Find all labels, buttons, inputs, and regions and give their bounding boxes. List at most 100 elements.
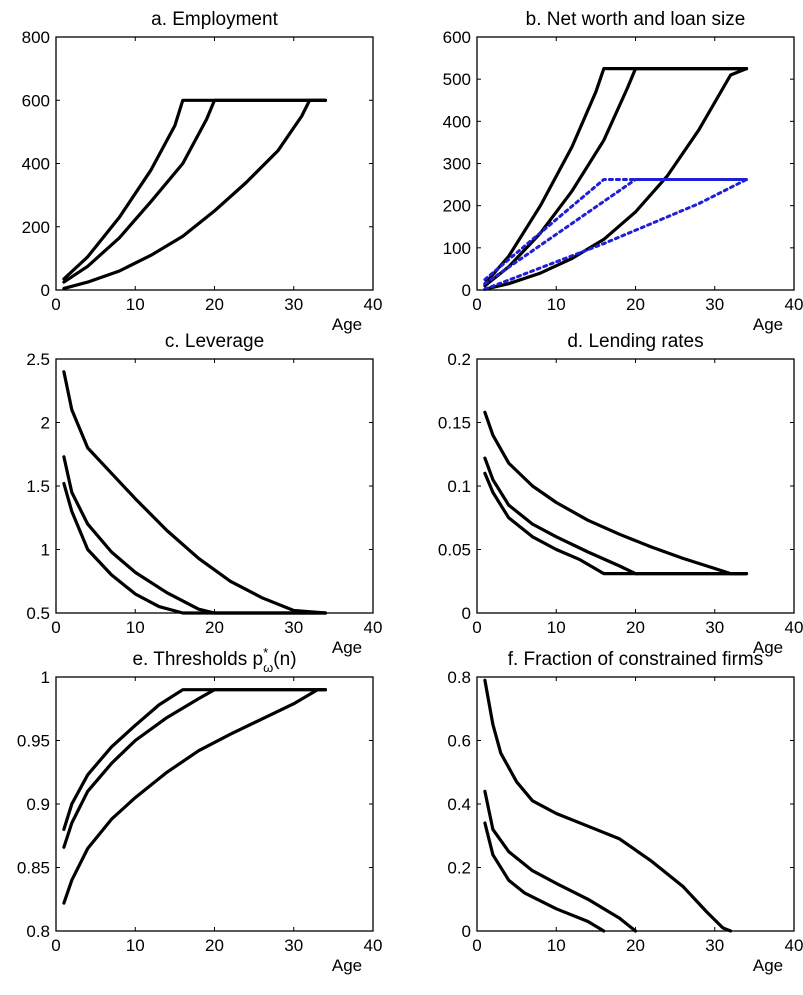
x-tick-label-b: 0 (472, 295, 481, 314)
x-tick-label-e: 0 (51, 936, 60, 955)
series-line-b-5 (483, 178, 748, 286)
x-tick-label-a: 10 (126, 295, 145, 314)
y-tick-label-a: 600 (22, 91, 50, 110)
y-tick-label-c: 1 (41, 541, 50, 560)
y-tick-label-f: 0 (462, 922, 471, 941)
y-tick-label-e: 0.8 (26, 922, 50, 941)
series-line-a-2 (62, 98, 327, 284)
x-tick-label-c: 0 (51, 618, 60, 637)
axes-frame-c (55, 358, 374, 614)
series-line-a-1 (62, 98, 327, 281)
y-tick-label-b: 500 (443, 70, 471, 89)
axes-frame-e (55, 676, 374, 932)
chart-title-f: f. Fraction of constrained firms (508, 649, 764, 670)
chart-title-a: a. Employment (151, 9, 278, 30)
panel-c: 0 10 20 30 40 0.5 1 1.5 2 2.5 Age c. Leverage (26, 331, 382, 657)
series-line-b-2 (483, 66, 749, 288)
x-tick-label-f: 20 (626, 936, 645, 955)
chart-title-d: d. Lending rates (567, 331, 703, 352)
x-tick-label-c: 40 (364, 618, 383, 637)
x-tick-label-a: 30 (284, 295, 303, 314)
y-tick-label-d: 0.1 (447, 477, 471, 496)
x-tick-label-e: 10 (126, 936, 145, 955)
series-line-c-2 (62, 455, 327, 615)
x-axis-label-a: Age (332, 315, 362, 334)
y-tick-label-c: 2.5 (26, 350, 50, 369)
y-tick-label-e: 0.9 (26, 795, 50, 814)
panel-d: 0 10 20 30 40 0 0.05 0.1 0.15 0.2 Age d. Lending ra… (438, 331, 803, 657)
x-tick-label-d: 30 (705, 618, 724, 637)
x-tick-label-f: 40 (785, 936, 803, 955)
title-tail: (n) (273, 649, 296, 670)
series-line-d-1 (483, 410, 749, 576)
y-tick-label-b: 600 (443, 28, 471, 47)
series-line-a-3 (62, 98, 327, 290)
x-tick-label-e: 40 (364, 936, 383, 955)
x-tick-label-b: 40 (785, 295, 803, 314)
x-tick-label-a: 0 (51, 295, 60, 314)
x-axis-label-f: Age (753, 956, 783, 975)
x-tick-label-f: 10 (547, 936, 566, 955)
y-tick-label-e: 0.85 (17, 859, 50, 878)
series-line-f-1 (483, 678, 733, 933)
series-line-b-4 (483, 178, 748, 281)
y-tick-label-d: 0.2 (447, 350, 471, 369)
y-tick-label-c: 1.5 (26, 477, 50, 496)
x-axis-label-d: Age (753, 638, 783, 657)
x-tick-label-f: 0 (472, 936, 481, 955)
x-tick-label-b: 30 (705, 295, 724, 314)
title-superscript: * (263, 645, 268, 660)
series-line-f-3 (483, 821, 606, 933)
y-tick-label-a: 400 (22, 155, 50, 174)
series-line-e-2 (62, 688, 327, 849)
y-tick-label-b: 300 (443, 155, 471, 174)
y-tick-label-e: 1 (41, 668, 50, 687)
y-tick-label-b: 0 (462, 281, 471, 300)
x-tick-label-a: 40 (364, 295, 383, 314)
series-line-c-1 (62, 370, 327, 615)
x-tick-label-d: 10 (547, 618, 566, 637)
series-line-b-6 (483, 178, 748, 291)
y-tick-label-f: 0.2 (447, 859, 471, 878)
series-line-e-3 (62, 688, 327, 905)
series-line-d-2 (483, 456, 749, 576)
x-axis-label-b: Age (753, 315, 783, 334)
x-tick-label-b: 10 (547, 295, 566, 314)
y-tick-label-b: 200 (443, 197, 471, 216)
x-axis-label-c: Age (332, 638, 362, 657)
title-subscript: ω (263, 660, 273, 675)
series-line-e-1 (62, 688, 327, 832)
y-tick-label-b: 400 (443, 112, 471, 131)
series-line-b-1 (483, 66, 749, 286)
x-tick-label-e: 20 (205, 936, 224, 955)
title-base: e. Thresholds p (132, 649, 263, 670)
x-tick-label-d: 0 (472, 618, 481, 637)
x-tick-label-c: 20 (205, 618, 224, 637)
x-tick-label-c: 30 (284, 618, 303, 637)
panel-f: 0 10 20 30 40 0 0.2 0.4 0.6 0.8 Age f. Fraction of … (447, 649, 803, 975)
x-tick-label-e: 30 (284, 936, 303, 955)
x-tick-label-b: 20 (626, 295, 645, 314)
panel-e: 0 10 20 30 40 0.8 0.85 0.9 0.95 1 Age e. Thresholds… (17, 645, 383, 975)
series-line-b-3 (483, 66, 749, 291)
x-tick-label-f: 30 (705, 936, 724, 955)
y-tick-label-f: 0.4 (447, 795, 471, 814)
y-tick-label-d: 0.15 (438, 414, 471, 433)
x-tick-label-c: 10 (126, 618, 145, 637)
y-tick-label-f: 0.6 (447, 732, 471, 751)
y-tick-label-f: 0.8 (447, 668, 471, 687)
y-tick-label-d: 0.05 (438, 541, 471, 560)
series-line-c-3 (62, 481, 327, 615)
y-tick-label-b: 100 (443, 239, 471, 258)
y-tick-label-c: 0.5 (26, 604, 50, 623)
x-tick-label-d: 20 (626, 618, 645, 637)
x-axis-label-e: Age (332, 956, 362, 975)
x-tick-label-d: 40 (785, 618, 803, 637)
y-tick-label-a: 200 (22, 218, 50, 237)
y-tick-label-a: 0 (41, 281, 50, 300)
y-tick-label-c: 2 (41, 414, 50, 433)
chart-title-c: c. Leverage (165, 331, 264, 352)
